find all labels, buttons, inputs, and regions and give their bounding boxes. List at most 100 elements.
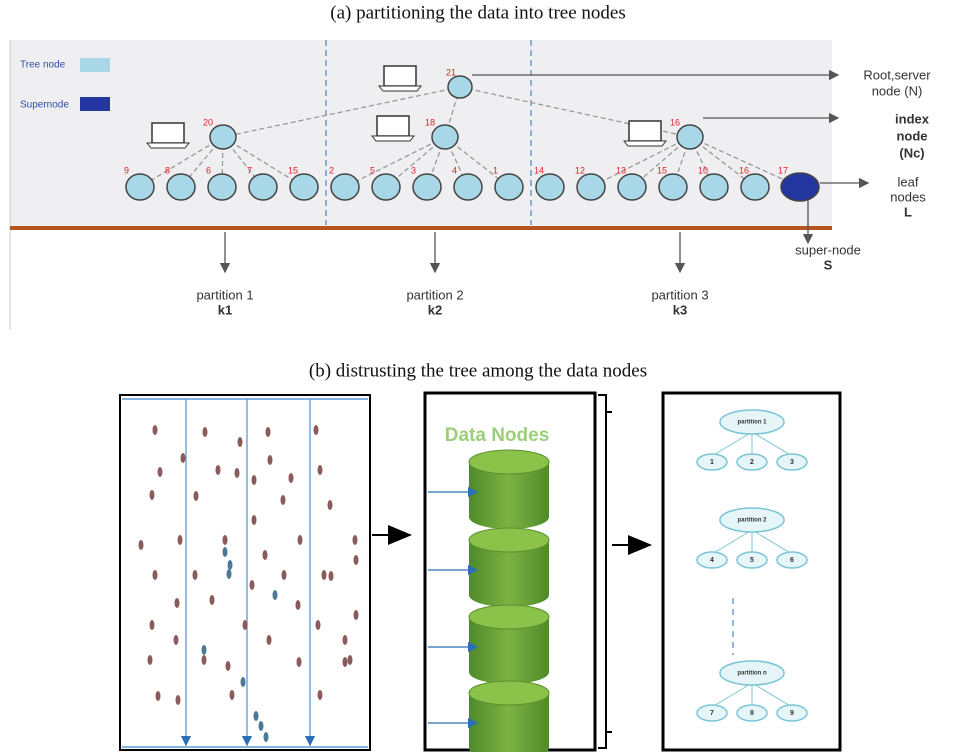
legend-swatch	[80, 58, 110, 72]
point	[150, 490, 155, 500]
node-number: 5	[370, 165, 375, 175]
point	[322, 570, 327, 580]
tree-node	[372, 174, 400, 200]
baseline	[10, 226, 832, 230]
point	[223, 547, 228, 557]
point	[153, 425, 158, 435]
laptop-icon	[384, 66, 416, 86]
point	[238, 437, 243, 447]
node-number: 4	[452, 165, 457, 175]
point	[158, 467, 163, 477]
point	[316, 620, 321, 630]
tree-node	[448, 76, 472, 98]
caption: (a) partitioning the data into tree node…	[330, 2, 625, 23]
point	[329, 571, 334, 581]
tree-node	[536, 174, 564, 200]
node-number: 14	[534, 165, 544, 175]
partition-root-label: partition n	[737, 671, 767, 677]
cylinder-top	[469, 450, 549, 474]
legend-label: Tree node	[20, 60, 66, 71]
tree-node	[210, 125, 236, 149]
point	[314, 425, 319, 435]
node-number: 16	[739, 165, 749, 175]
point	[223, 535, 228, 545]
point	[226, 661, 231, 671]
point	[318, 465, 323, 475]
point	[228, 560, 233, 570]
point	[202, 645, 207, 655]
annotation: index	[895, 111, 930, 126]
partition-leaf-label: 9	[790, 710, 794, 717]
laptop-icon	[624, 141, 666, 146]
point	[354, 610, 359, 620]
partition-leaf-label: 4	[710, 557, 714, 564]
partition-key: k1	[218, 302, 232, 317]
annotation: nodes	[890, 189, 926, 204]
point	[210, 595, 215, 605]
node-number: 7	[247, 165, 252, 175]
node-number: 1	[493, 165, 498, 175]
legend-label: Supernode	[20, 100, 69, 111]
partition-leaf-label: 7	[710, 710, 714, 717]
point	[343, 635, 348, 645]
tree-node	[454, 174, 482, 200]
partition-key: k2	[428, 302, 442, 317]
partition-label: partition 2	[406, 287, 463, 302]
point	[268, 455, 273, 465]
tree-node	[700, 174, 728, 200]
partition-leaf-label: 1	[710, 459, 714, 466]
annotation: Root,server	[863, 67, 931, 82]
partition-label: partition 1	[196, 287, 253, 302]
node-number: 9	[124, 165, 129, 175]
point	[348, 655, 353, 665]
tree-node	[167, 174, 195, 200]
node-number: 18	[425, 117, 435, 127]
tree-node	[126, 174, 154, 200]
point	[273, 590, 278, 600]
annotation: node	[896, 128, 927, 143]
point	[230, 690, 235, 700]
point	[174, 635, 179, 645]
point	[250, 580, 255, 590]
tree-node	[249, 174, 277, 200]
point	[227, 569, 232, 579]
tree-node	[432, 125, 458, 149]
cylinder-top	[469, 528, 549, 552]
data-nodes-title: Data Nodes	[445, 425, 550, 446]
point	[216, 465, 221, 475]
tree-node	[781, 173, 819, 201]
point	[353, 535, 358, 545]
point	[298, 535, 303, 545]
node-number: 6	[206, 165, 211, 175]
tree-node	[741, 174, 769, 200]
point	[281, 495, 286, 505]
tree-node	[677, 125, 703, 149]
node-number: 15	[657, 165, 667, 175]
node-number: 21	[446, 67, 456, 77]
point	[254, 711, 259, 721]
node-number: 16	[670, 117, 680, 127]
laptop-icon	[147, 143, 189, 148]
annotation: node (N)	[872, 83, 923, 98]
laptop-icon	[152, 123, 184, 143]
point	[175, 598, 180, 608]
tree-node	[495, 174, 523, 200]
partition-leaf-label: 5	[750, 557, 754, 564]
partition-leaf-label: 2	[750, 459, 754, 466]
point	[156, 691, 161, 701]
point	[259, 721, 264, 731]
point	[148, 655, 153, 665]
point	[264, 732, 269, 742]
laptop-icon	[372, 136, 414, 141]
point	[318, 690, 323, 700]
node-number: 3	[411, 165, 416, 175]
node-number: 12	[575, 165, 585, 175]
tree-node	[577, 174, 605, 200]
partition-key: k3	[673, 302, 687, 317]
point	[178, 535, 183, 545]
point	[243, 620, 248, 630]
node-number: 10	[698, 165, 708, 175]
node-number: 15	[288, 165, 298, 175]
point	[297, 657, 302, 667]
point	[153, 570, 158, 580]
